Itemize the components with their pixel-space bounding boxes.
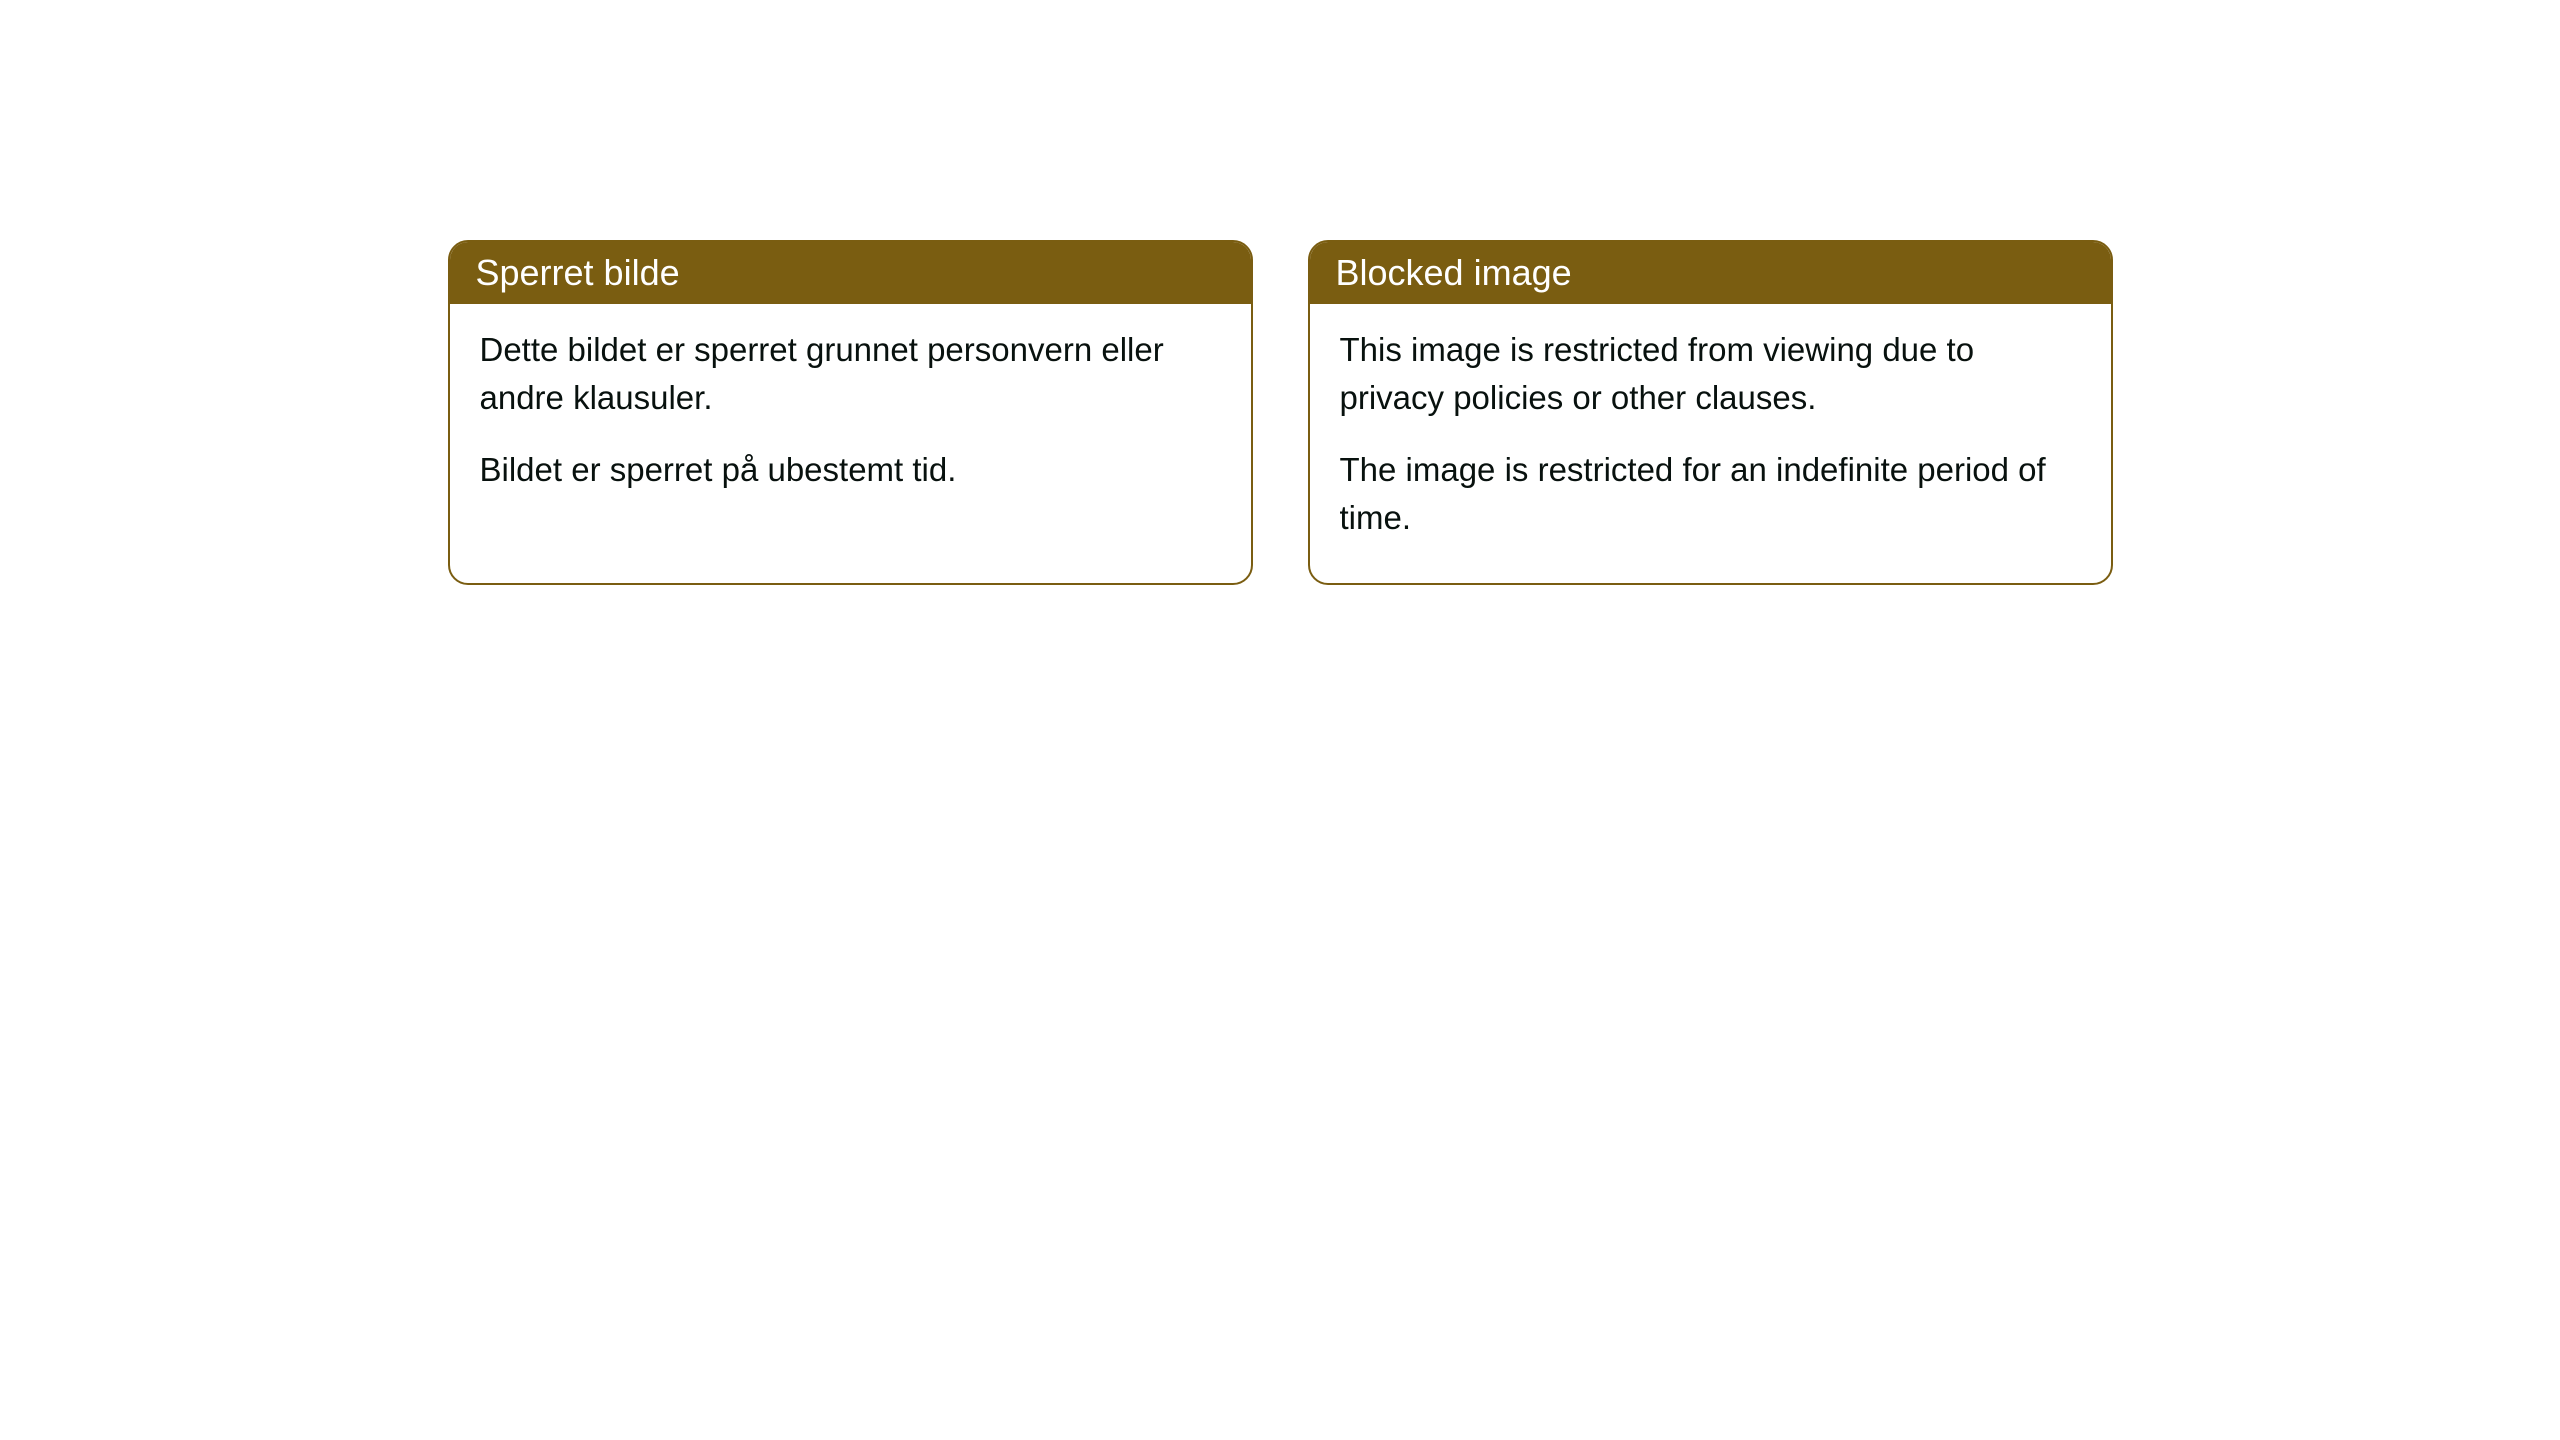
notice-card-english: Blocked image This image is restricted f…: [1308, 240, 2113, 585]
card-body-norwegian: Dette bildet er sperret grunnet personve…: [450, 304, 1251, 536]
notice-text: Dette bildet er sperret grunnet personve…: [480, 326, 1221, 422]
notice-card-norwegian: Sperret bilde Dette bildet er sperret gr…: [448, 240, 1253, 585]
notice-text: Bildet er sperret på ubestemt tid.: [480, 446, 1221, 494]
notice-text: This image is restricted from viewing du…: [1340, 326, 2081, 422]
card-header-norwegian: Sperret bilde: [450, 242, 1251, 304]
card-title: Sperret bilde: [476, 252, 680, 293]
notice-cards-container: Sperret bilde Dette bildet er sperret gr…: [448, 240, 2113, 585]
card-title: Blocked image: [1336, 252, 1572, 293]
notice-text: The image is restricted for an indefinit…: [1340, 446, 2081, 542]
card-body-english: This image is restricted from viewing du…: [1310, 304, 2111, 583]
card-header-english: Blocked image: [1310, 242, 2111, 304]
